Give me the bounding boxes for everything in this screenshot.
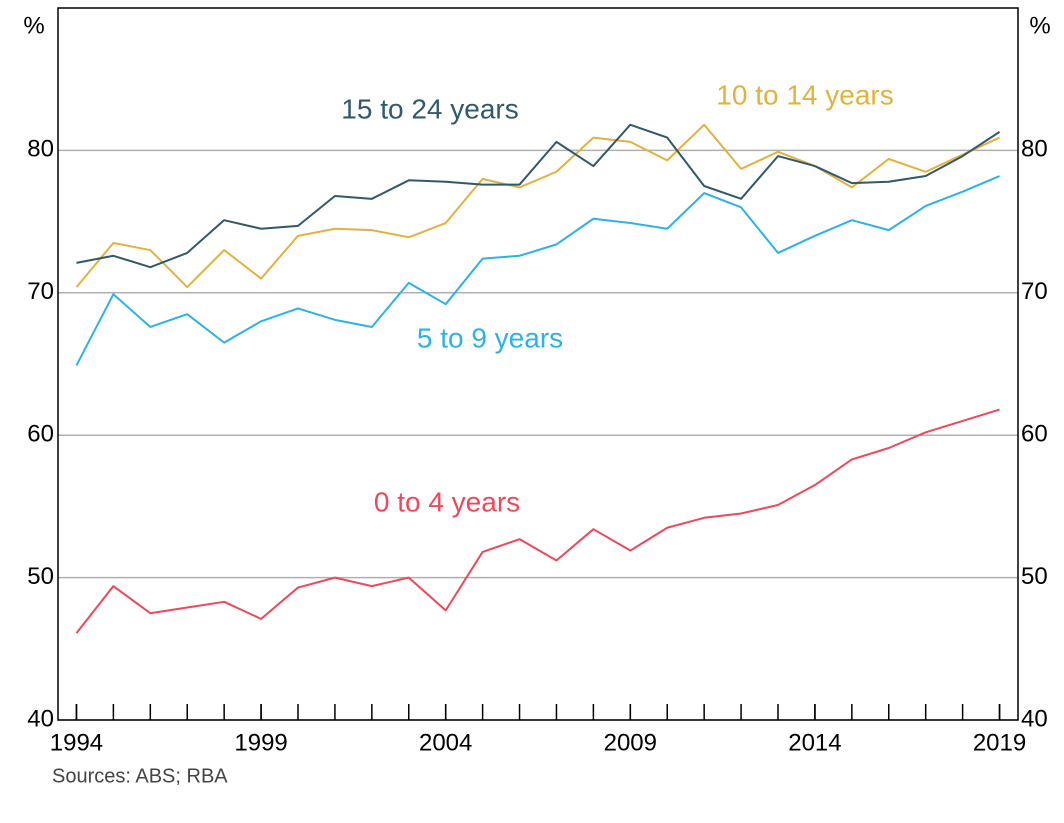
plot-frame — [57, 7, 1019, 721]
y2-tick-label: 70 — [1021, 278, 1048, 305]
y-tick-label: 50 — [27, 563, 54, 590]
source-note: Sources: ABS; RBA — [52, 765, 228, 787]
series-label: 5 to 9 years — [417, 322, 563, 353]
y2-axis-label: % — [1029, 12, 1050, 39]
series-line — [75, 123, 1000, 289]
series-line — [75, 175, 1000, 366]
series-label: 15 to 24 years — [341, 93, 518, 124]
series-line — [76, 123, 1001, 269]
y2-tick-label: 80 — [1021, 136, 1048, 163]
y-tick-label: 60 — [27, 421, 54, 448]
x-tick-label: 2004 — [419, 729, 472, 756]
y-axis-label: % — [23, 12, 44, 39]
y2-tick-label: 50 — [1021, 563, 1048, 590]
y-tick-label: 40 — [27, 705, 54, 732]
x-tick-label: 2014 — [788, 729, 841, 756]
x-tick-label: 2019 — [973, 729, 1026, 756]
x-tick-label: 1994 — [50, 729, 103, 756]
y-tick-label: 80 — [27, 136, 54, 163]
y2-tick-label: 60 — [1021, 421, 1048, 448]
y2-tick-label: 40 — [1021, 705, 1048, 732]
series-label: 0 to 4 years — [374, 486, 520, 517]
x-tick-label: 2009 — [604, 729, 657, 756]
series-label: 10 to 14 years — [716, 79, 893, 110]
y-tick-label: 70 — [27, 278, 54, 305]
series-line — [75, 408, 1000, 634]
x-tick-label: 1999 — [234, 729, 287, 756]
